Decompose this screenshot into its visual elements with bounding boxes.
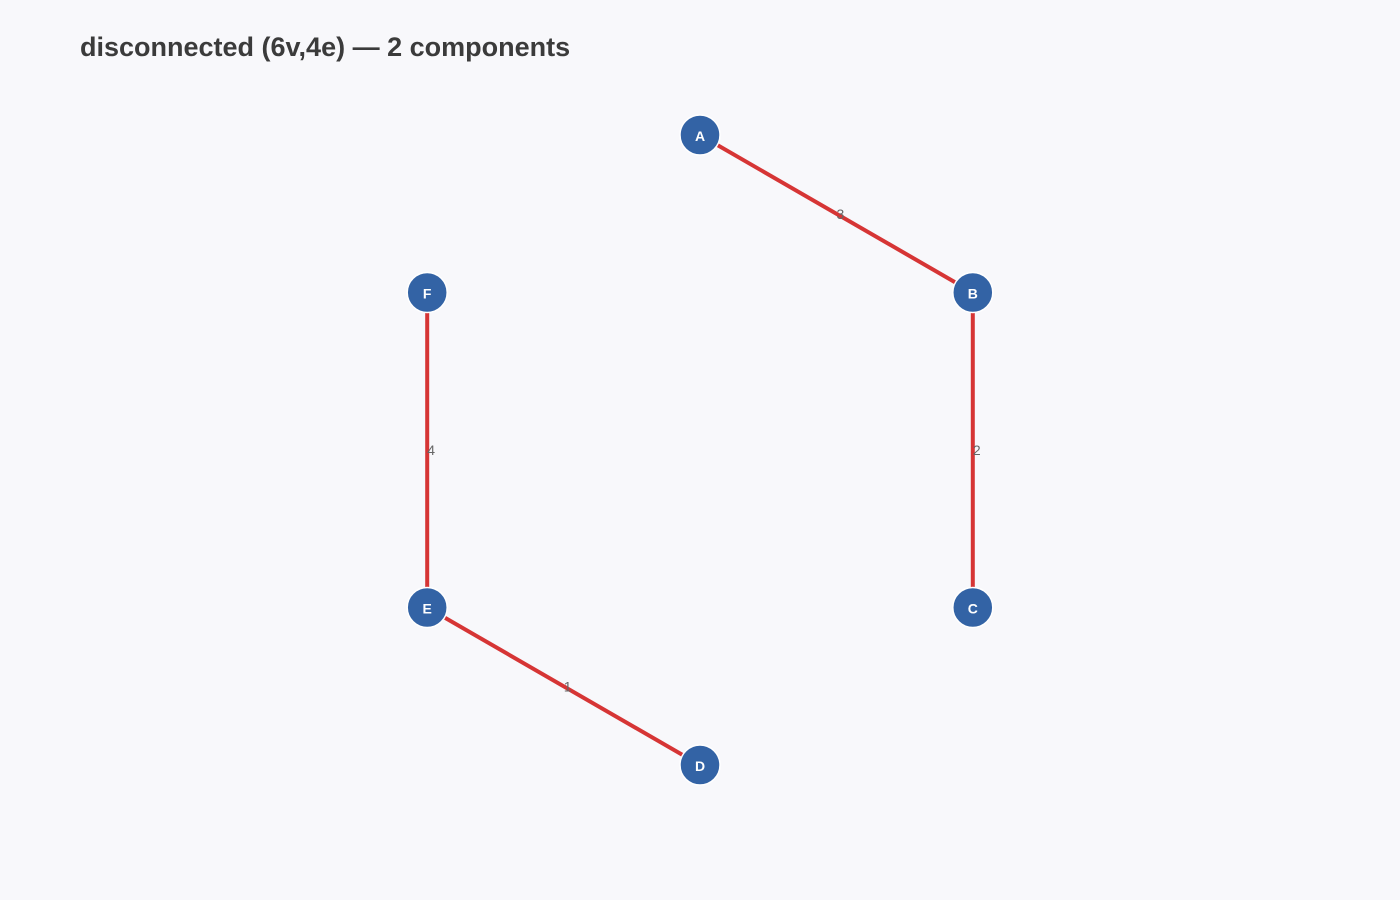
node-circle [406, 271, 448, 314]
node-label: E [423, 601, 432, 617]
edge-a-b [698, 133, 974, 295]
edges-layer [425, 133, 975, 767]
node-b[interactable]: B [952, 271, 994, 314]
node-label: C [968, 601, 978, 617]
node-label: B [968, 286, 978, 302]
edge-e-d [426, 605, 701, 767]
edge-weights-layer: 3 2 1 4 [427, 206, 981, 695]
edge-weight-label: 1 [564, 678, 572, 694]
nodes-layer: A B C D E F [406, 114, 994, 786]
edge-weight-label: 2 [973, 442, 981, 458]
node-d[interactable]: D [679, 744, 721, 786]
node-f[interactable]: F [406, 271, 448, 314]
node-label: A [695, 128, 705, 144]
edge-weight-label: 4 [427, 442, 435, 458]
edge-weight-label: 3 [837, 206, 845, 222]
node-a[interactable]: A [679, 114, 721, 156]
node-c[interactable]: C [952, 586, 994, 629]
node-circle [679, 114, 721, 156]
node-label: D [695, 758, 705, 774]
graph-title: disconnected (6v,4e) — 2 components [80, 32, 571, 62]
node-label: F [423, 286, 432, 302]
node-e[interactable]: E [406, 586, 448, 629]
node-circle [679, 744, 721, 786]
node-circle [952, 586, 994, 629]
node-circle [952, 271, 994, 314]
node-circle [406, 586, 448, 629]
